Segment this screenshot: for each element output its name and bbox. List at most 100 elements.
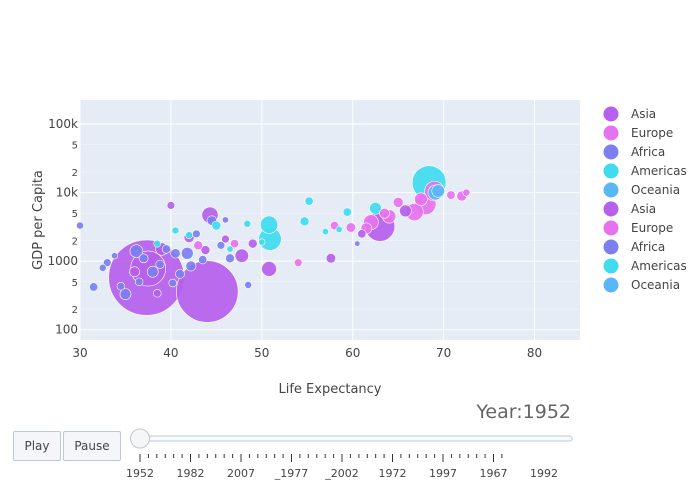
legend-marker-americas[interactable] [603,258,619,274]
legend-label-asia[interactable]: Asia [631,202,656,216]
slider-handle[interactable] [130,428,150,449]
y-tick-label: 100k [48,117,78,131]
bubble-americas[interactable] [321,228,329,236]
bubble-europe[interactable] [414,192,428,206]
slider-step-label[interactable]: 1967 [480,467,508,480]
bubble-asia[interactable] [234,248,249,263]
bubble-africa[interactable] [161,244,171,254]
legend[interactable]: Asia Europe Africa Americas Oceania Asia Europ… [603,106,687,293]
slider-step-label[interactable]: 1992 [530,467,558,480]
bubble-africa[interactable] [168,278,177,288]
legend-marker-oceania[interactable] [603,277,619,293]
legend-marker-asia[interactable] [603,201,619,217]
legend-label-europe[interactable]: Europe [631,126,673,140]
bubble-asia[interactable] [200,245,211,255]
legend-marker-oceania[interactable] [603,182,619,198]
legend-label-americas[interactable]: Americas [631,259,687,273]
bubble-americas[interactable] [299,216,310,227]
bubble-americas[interactable] [258,238,266,246]
year-prefix: Year: [475,401,522,423]
bubble-africa[interactable] [244,281,253,289]
bubble-africa[interactable] [354,240,361,247]
bubble-africa[interactable] [103,258,112,267]
bubble-europe[interactable] [345,222,357,233]
slider-step-label[interactable]: 1997 [429,467,457,480]
bubble-americas[interactable] [211,220,222,231]
bubble-africa[interactable] [221,216,229,224]
bubble-americas[interactable] [304,196,314,206]
bubble-africa[interactable] [185,260,197,272]
bubble-americas[interactable] [243,219,252,228]
bubble-americas[interactable] [342,207,352,217]
pause-button[interactable]: Pause [63,431,121,461]
bubble-asia[interactable] [153,289,162,298]
bubble-africa[interactable] [170,248,181,259]
legend-label-oceania[interactable]: Oceania [631,278,680,292]
bubble-asia[interactable] [325,253,337,264]
current-year: 1952 [523,401,571,423]
bubble-americas[interactable] [369,201,382,215]
bubble-africa[interactable] [134,277,144,287]
bubble-asia[interactable] [399,204,412,218]
slider-step-label[interactable]: 1952 [126,467,154,480]
bubble-africa[interactable] [119,288,132,301]
legend-label-americas[interactable]: Americas [631,164,687,178]
legend-marker-europe[interactable] [603,220,619,236]
slider-step-label[interactable]: _1977 [274,467,309,480]
bubble-africa[interactable] [216,241,226,250]
bubble-americas[interactable] [185,231,193,239]
bubble-africa[interactable] [180,247,194,260]
slider-step-label[interactable]: 1982 [177,467,205,480]
slider-step-label[interactable]: 2007 [227,467,255,480]
bubble-africa[interactable] [111,252,119,260]
bubble-americas[interactable] [260,215,279,234]
bubble-africa[interactable] [89,282,99,292]
bubble-africa[interactable] [225,253,235,264]
bubble-africa[interactable] [192,229,201,239]
play-button[interactable]: Play [13,431,61,461]
slider-step-label[interactable]: _2002 [324,467,359,480]
bubble-europe[interactable] [446,190,456,200]
slider-rail[interactable] [139,435,573,442]
bubble-asia[interactable] [221,234,230,244]
bubble-americas[interactable] [171,226,180,235]
bubble-americas[interactable] [335,225,343,233]
bubble-europe[interactable] [392,196,404,208]
legend-marker-africa[interactable] [603,144,619,160]
x-tick-label: 80 [527,346,542,360]
bubble-africa[interactable] [76,221,84,230]
legend-label-africa[interactable]: Africa [631,145,665,159]
bubble-americas[interactable] [153,239,162,248]
legend-label-asia[interactable]: Asia [631,107,656,121]
bubble-africa[interactable] [155,259,165,269]
bubble-europe[interactable] [379,207,390,219]
bubble-asia[interactable] [261,261,277,277]
bubble-africa[interactable] [129,244,144,258]
legend-label-africa[interactable]: Africa [631,240,665,254]
legend-marker-africa[interactable] [603,239,619,255]
bubble-africa[interactable] [146,265,159,278]
bubble-asia[interactable] [247,238,258,249]
slider-step-label[interactable]: 1972 [379,467,407,480]
bubble-oceania[interactable] [431,184,445,198]
bubble-europe[interactable] [193,240,204,251]
legend-marker-asia[interactable] [603,106,619,122]
bubble-africa[interactable] [98,263,107,272]
bubble-europe[interactable] [293,258,303,267]
year-slider[interactable]: 1952 1982 2007 _1977 _2002 1972 1997 1967 1992 [126,428,573,480]
bubble-africa[interactable] [198,255,208,265]
bubble-asia[interactable] [166,201,176,210]
bubble-americas[interactable] [226,245,234,253]
legend-label-europe[interactable]: Europe [631,221,673,235]
legend-label-oceania[interactable]: Oceania [631,183,680,197]
bubble-asia[interactable] [129,266,140,278]
bubble-africa[interactable] [138,253,149,264]
bubble-europe[interactable] [462,188,471,197]
legend-marker-europe[interactable] [603,125,619,141]
legend-marker-americas[interactable] [603,163,619,179]
bubble-asia[interactable] [357,229,367,239]
bubble-asia[interactable] [176,260,239,323]
bubble-africa[interactable] [175,269,185,279]
bubble-europe[interactable] [230,239,240,249]
bubble-africa[interactable] [116,282,126,291]
